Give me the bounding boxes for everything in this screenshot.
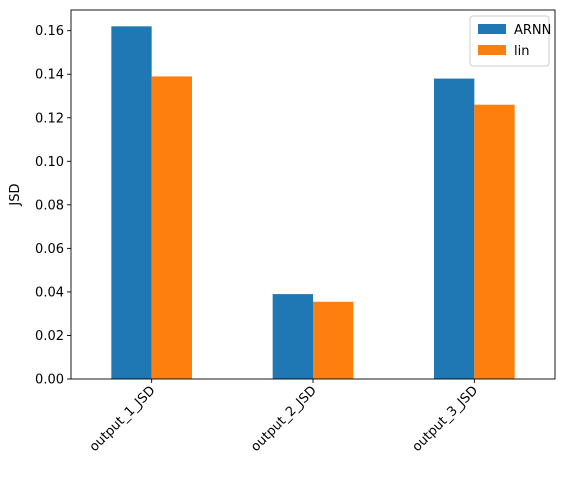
y-tick-label: 0.10	[35, 155, 64, 170]
y-axis-label: JSD	[8, 183, 23, 206]
y-tick-label: 0.00	[35, 373, 64, 388]
x-tick-label: output_1_JSD	[87, 383, 159, 455]
y-tick-label: 0.04	[35, 285, 64, 300]
y-axis: 0.00 0.02 0.04 0.06 0.08 0.10 0.12 0.14 0.16	[35, 24, 71, 388]
bar-arnn-output-1-jsd	[111, 26, 152, 380]
legend-label-arnn: ARNN	[514, 23, 551, 38]
bar-lin-output-1-jsd	[151, 76, 192, 380]
bar-lin-output-2-jsd	[313, 301, 354, 379]
plot-frame	[70, 9, 556, 380]
x-tick-label: output_3_JSD	[410, 383, 482, 455]
legend-swatch-arnn	[478, 24, 506, 34]
y-tick-label: 0.06	[35, 242, 64, 257]
y-tick-label: 0.02	[35, 329, 64, 344]
y-tick-label: 0.08	[35, 198, 64, 213]
bars-group	[111, 26, 515, 380]
x-axis: output_1_JSD output_2_JSD output_3_JSD	[87, 379, 481, 455]
legend-label-lin: lin	[514, 44, 529, 59]
y-tick-label: 0.14	[35, 68, 64, 83]
bar-lin-output-3-jsd	[474, 104, 515, 379]
bar-arnn-output-3-jsd	[434, 78, 475, 379]
x-tick-label: output_2_JSD	[248, 383, 320, 455]
legend-swatch-lin	[478, 45, 506, 55]
bar-arnn-output-2-jsd	[272, 294, 313, 379]
y-tick-label: 0.12	[35, 111, 64, 126]
y-tick-label: 0.16	[35, 24, 64, 39]
legend: ARNN lin	[469, 15, 551, 67]
